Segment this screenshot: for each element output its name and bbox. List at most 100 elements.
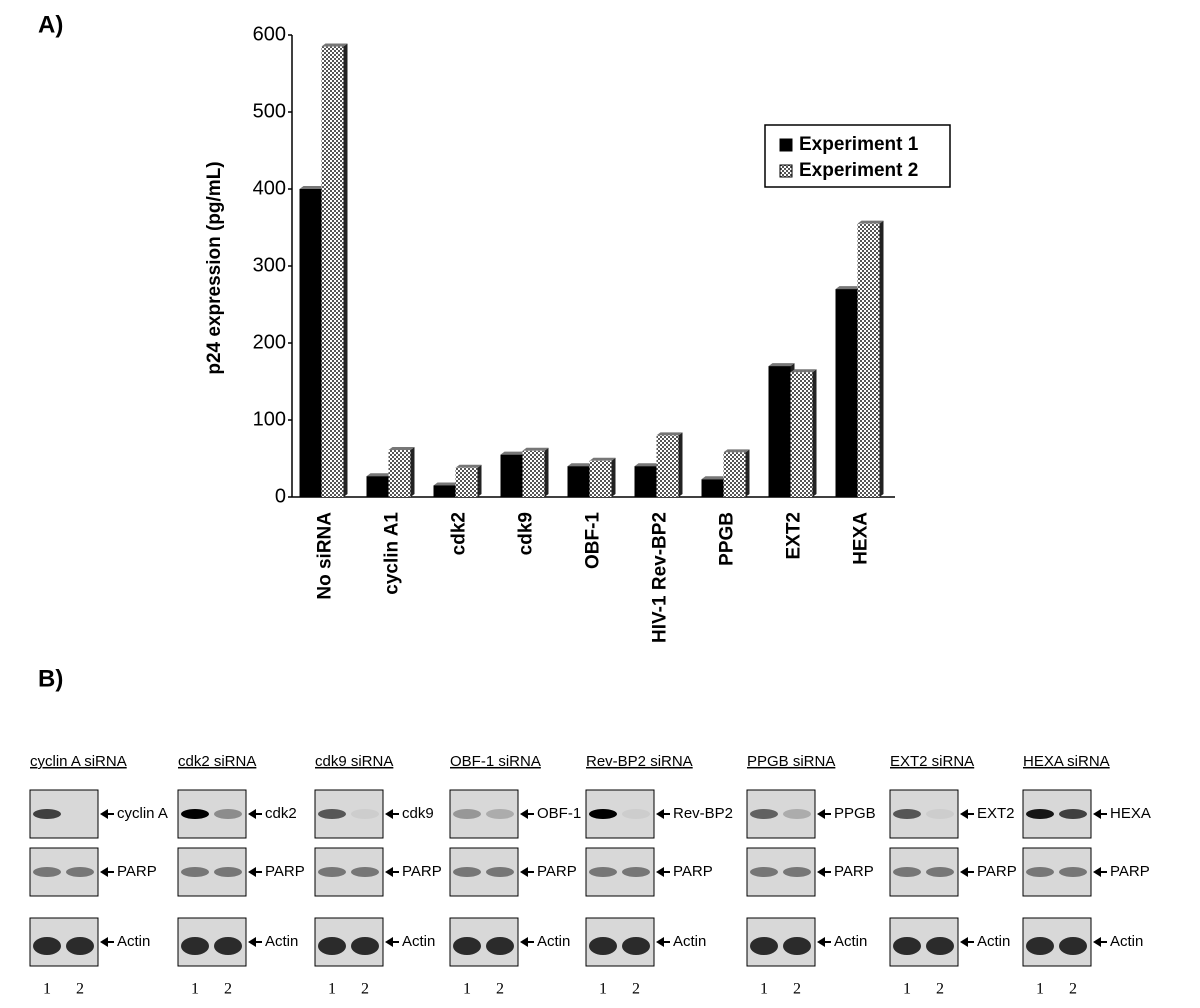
bar-top	[656, 432, 683, 436]
arrow-head	[1093, 937, 1101, 947]
bar	[723, 452, 746, 497]
blot-band	[750, 809, 778, 819]
lane-number: 2	[76, 981, 84, 998]
blot-band	[783, 809, 811, 819]
blot-band	[66, 867, 94, 877]
blot-title: OBF-1 siRNA	[450, 753, 541, 770]
x-tick-label: OBF-1	[583, 512, 604, 569]
lane-number: 1	[903, 981, 911, 998]
blot-title: cdk9 siRNA	[315, 753, 393, 770]
arrow-head	[520, 937, 528, 947]
band-label: EXT2	[977, 805, 1015, 822]
blot-title: Rev-BP2 siRNA	[586, 753, 693, 770]
blot	[746, 847, 816, 897]
blot-band	[351, 809, 379, 819]
lane-number: 2	[936, 981, 944, 998]
bar-top	[500, 451, 527, 455]
blot-band	[453, 809, 481, 819]
bar-side	[745, 449, 750, 497]
band-label: Actin	[402, 933, 435, 950]
y-tick-label: 500	[253, 100, 286, 122]
band-label: PARP	[834, 863, 874, 880]
bar	[567, 466, 590, 497]
bar	[299, 189, 322, 497]
band-label: HEXA	[1110, 805, 1151, 822]
band-label: Rev-BP2	[673, 805, 733, 822]
x-tick-label: cdk2	[449, 512, 470, 555]
lane-number: 2	[793, 981, 801, 998]
blot-band	[318, 937, 346, 955]
bar-side	[343, 43, 348, 498]
bar-top	[366, 473, 393, 477]
blot-band	[318, 867, 346, 877]
band-label: PARP	[977, 863, 1017, 880]
legend-label: Experiment 2	[799, 160, 918, 181]
bar-side	[544, 447, 549, 497]
lane-number: 1	[599, 981, 607, 998]
blot	[1022, 847, 1092, 897]
band-label: Actin	[977, 933, 1010, 950]
arrow-head	[100, 937, 108, 947]
blot-band	[214, 809, 242, 819]
blot	[29, 847, 99, 897]
blot-band	[589, 937, 617, 955]
arrow-head	[520, 809, 528, 819]
arrow-head	[100, 867, 108, 877]
blot-band	[1026, 937, 1054, 955]
arrow-head	[960, 937, 968, 947]
blot	[314, 847, 384, 897]
blot-band	[622, 867, 650, 877]
bar	[589, 460, 612, 497]
blot-band	[486, 867, 514, 877]
bar-top	[567, 463, 594, 467]
arrow-head	[248, 937, 256, 947]
blot-band	[926, 937, 954, 955]
blot-band	[1059, 809, 1087, 819]
blot-band	[750, 937, 778, 955]
blot-band	[589, 809, 617, 819]
bar-side	[477, 464, 482, 497]
blot-band	[750, 867, 778, 877]
blot	[889, 789, 959, 839]
blot-band	[66, 937, 94, 955]
bar-side	[879, 220, 884, 497]
bar-side	[678, 432, 683, 497]
blot	[449, 789, 519, 839]
bar-top	[835, 286, 862, 290]
arrow-head	[656, 809, 664, 819]
blot-band	[181, 809, 209, 819]
blot	[889, 847, 959, 897]
lane-number: 1	[760, 981, 768, 998]
blot	[449, 847, 519, 897]
blot-band	[214, 867, 242, 877]
bar	[768, 366, 791, 497]
bar-top	[634, 463, 661, 467]
blot-band	[453, 867, 481, 877]
blot	[177, 847, 247, 897]
bar-top	[522, 447, 549, 451]
blot-band	[1059, 937, 1087, 955]
y-tick-label: 0	[275, 485, 286, 507]
lane-number: 1	[191, 981, 199, 998]
blot-band	[893, 867, 921, 877]
blot-band	[214, 937, 242, 955]
bar-top	[321, 43, 348, 47]
arrow-head	[817, 809, 825, 819]
blot	[585, 847, 655, 897]
blot-title: EXT2 siRNA	[890, 753, 974, 770]
blot-band	[622, 809, 650, 819]
blot-band	[486, 937, 514, 955]
blot-band	[1026, 867, 1054, 877]
bar-top	[589, 457, 616, 461]
arrow-head	[817, 867, 825, 877]
arrow-head	[1093, 809, 1101, 819]
blot-band	[351, 867, 379, 877]
blot-title: HEXA siRNA	[1023, 753, 1110, 770]
y-tick-label: 100	[253, 408, 286, 430]
lane-number: 1	[1036, 981, 1044, 998]
lane-number: 2	[632, 981, 640, 998]
blot-band	[893, 937, 921, 955]
panel-label: B)	[38, 665, 63, 692]
band-label: Actin	[265, 933, 298, 950]
